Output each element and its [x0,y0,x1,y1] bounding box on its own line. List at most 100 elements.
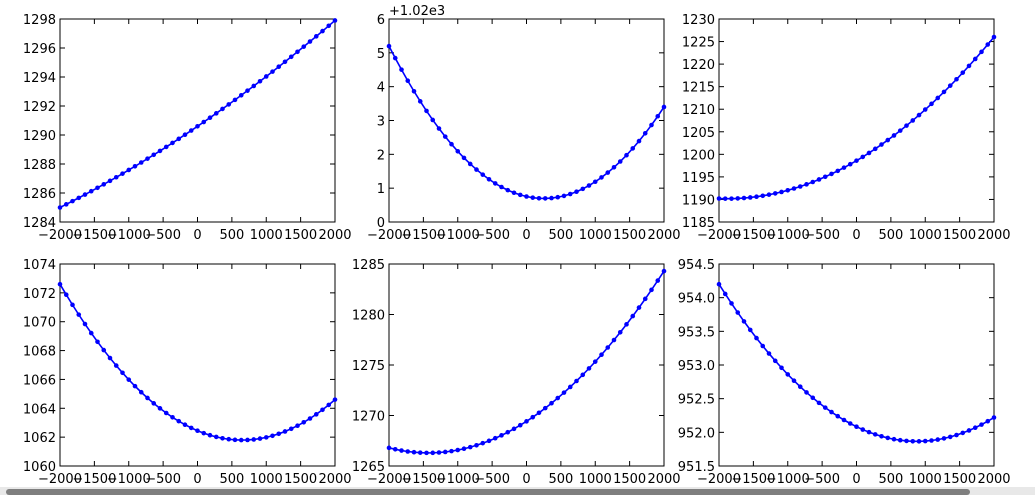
data-point [885,435,891,441]
data-point [891,133,897,138]
data-point [449,448,454,454]
data-point [916,439,922,444]
data-point [430,117,436,123]
data-point [791,378,797,384]
y-tick-label: 1215 [682,81,715,96]
data-point [636,138,642,144]
data-point [954,432,959,438]
y-offset-label: +1.02e3 [389,4,445,19]
data-point [301,44,307,49]
data-point [847,161,853,167]
x-tick-label: −1500 [401,472,445,487]
data-point [455,148,461,154]
data-point [126,377,132,382]
data-point [642,296,648,302]
data-point [101,182,107,187]
data-point [822,405,828,410]
data-point [549,195,554,201]
data-point [63,292,69,298]
x-tick-label: 500 [219,228,244,243]
data-point [57,205,63,210]
data-point [113,363,119,368]
data-point [176,418,182,424]
data-point [145,395,150,401]
y-tick-label: 4 [377,81,385,96]
data-point [467,161,473,167]
subplot-2: −2000−1500−1000−500 0 500 1000 1500 2000 0 1 2 3 4… [367,4,681,243]
data-point [722,196,728,201]
data-point [417,450,423,455]
data-point [885,137,891,143]
subplot-1: −2000−1500−1000−500 0 500 1000 1500 2000 1284 1… [23,13,352,243]
data-point [822,174,828,180]
x-tick-label: 2000 [977,472,1010,487]
data-point [517,422,523,428]
data-point [417,99,423,104]
data-point [574,378,579,384]
data-point [170,414,175,420]
data-point [542,196,548,201]
data-point [282,59,288,65]
data-point [213,434,219,440]
x-tick-label: −1500 [72,472,116,487]
data-point [132,163,138,169]
data-point [661,268,667,274]
data-point [785,188,791,193]
x-tick-label: −2000 [697,472,741,487]
data-point [735,310,741,315]
data-point [536,410,542,416]
y-tick-label: 1292 [23,100,56,115]
data-point [766,192,772,197]
data-point [182,132,188,138]
data-point [954,76,959,82]
data-point [505,429,511,435]
data-point [910,438,916,444]
x-tick-label: −500 [145,472,181,487]
y-tick-label: 1195 [682,171,715,186]
x-tick-label: 0 [193,228,201,243]
data-point [511,190,517,196]
data-point [320,407,325,413]
data-point [854,158,859,163]
data-point [592,359,598,364]
data-point [747,327,753,333]
data-point [617,330,623,335]
data-point [257,78,263,84]
data-point [201,430,207,436]
y-tick-label: 954.0 [678,292,715,307]
data-point [804,390,809,395]
horizontal-scrollbar-thumb[interactable] [6,489,970,495]
data-point [505,187,511,193]
data-point [232,437,238,443]
data-point [979,49,984,55]
data-point [524,419,529,424]
data-point [157,148,163,154]
data-point [747,195,753,200]
x-tick-label: 0 [522,228,530,243]
data-point [424,108,429,114]
y-tick-label: 1205 [682,126,715,141]
data-point [499,433,504,438]
data-point [138,160,144,165]
x-tick-label: 1500 [284,228,317,243]
axes-frame [388,263,665,467]
data-point [101,347,107,353]
data-point [332,18,338,23]
data-point [754,335,759,341]
data-point [270,69,275,74]
data-point [207,115,213,120]
data-point [157,406,163,411]
data-point [872,432,878,437]
data-point [847,421,853,426]
y-tick-label: 0 [377,216,385,231]
data-point [263,74,269,79]
y-tick-label: 5 [377,47,385,62]
x-tick-label: 2000 [647,472,680,487]
data-point [386,445,392,451]
data-point [276,431,282,437]
data-point [586,366,592,371]
data-point [411,88,417,94]
y-tick-label: 1190 [682,193,715,208]
data-point [195,124,200,129]
data-point [70,302,75,308]
